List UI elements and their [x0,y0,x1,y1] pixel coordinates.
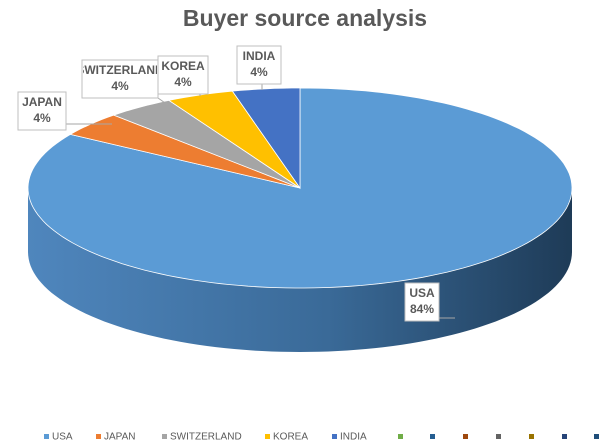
slice [231,87,301,190]
data-label-value: 4% [111,79,129,93]
data-label-value: 4% [33,111,51,125]
data-label-category: INDIA [243,49,276,63]
legend-marker [265,434,270,439]
legend-marker [430,434,435,439]
data-label-value: 4% [174,75,192,89]
legend-label: JAPAN [104,432,136,443]
legend: USA JAPAN SWITZERLAND KOREA INDIA [44,432,367,443]
data-label-category: JAPAN [22,95,62,109]
legend-marker [594,434,599,439]
legend-marker [529,434,534,439]
chart-title: Buyer source analysis [183,5,427,31]
slice [112,99,301,189]
legend-marker [96,434,101,439]
legend-marker [562,434,567,439]
legend-marker [463,434,468,439]
data-label-category: KOREA [161,59,205,73]
legend-marker [332,434,337,439]
legend-extra-markers [398,434,599,439]
label-box [81,59,159,99]
legend-label: SWITZERLAND [170,432,242,443]
legend-label: INDIA [340,432,367,443]
pie [27,87,573,352]
label-box [17,91,67,131]
label-box [404,282,440,322]
legend-marker [398,434,403,439]
data-label-value: 84% [410,302,434,316]
legend-marker [162,434,167,439]
data-labels: USA 84% JAPAN 4% SWITZERLAND 4% KOREA 4% INDIA 4% [17,45,455,322]
legend-marker [44,434,49,439]
data-label-category: USA [409,286,435,300]
legend-marker [496,434,501,439]
data-label-value: 4% [250,65,268,79]
legend-label: USA [52,432,73,443]
label-box [236,45,282,85]
leader-line [157,97,169,106]
label-box [157,55,209,95]
legend-label: KOREA [273,432,308,443]
data-label-category: SWITZERLAND [76,63,164,77]
